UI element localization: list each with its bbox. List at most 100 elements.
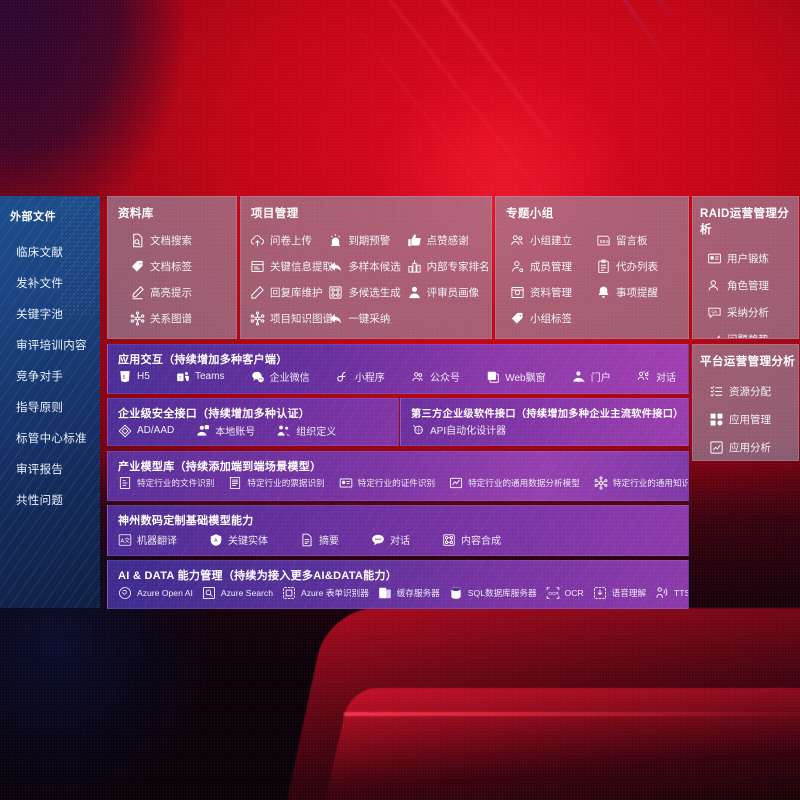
panel-platform-title: 平台运营管理分析 bbox=[700, 356, 796, 368]
wechat-work-icon bbox=[251, 371, 264, 382]
sidebar-item-common-issues[interactable]: 共性问题 bbox=[16, 495, 64, 507]
panel-platform-analysis: 平台运营管理分析 资源分配 应用管理 应用分析 bbox=[692, 344, 799, 461]
app-item-label: 对话 bbox=[655, 373, 676, 384]
panel-platform-items: 资源分配 应用管理 应用分析 bbox=[693, 369, 798, 460]
ai-item-azure-search[interactable]: Azure Search bbox=[202, 586, 273, 600]
sidebar-item-competitors[interactable]: 竞争对手 bbox=[16, 371, 64, 383]
project-item-label: 问卷上传 bbox=[270, 234, 312, 247]
library-item-label: 关系图谱 bbox=[150, 312, 192, 325]
library-item-doc-tag[interactable]: 文档标签 bbox=[130, 253, 230, 279]
platform-item-app-management[interactable]: 应用管理 bbox=[709, 405, 792, 433]
model-item-data-analysis[interactable]: 特定行业的通用数据分析模型 bbox=[449, 476, 580, 490]
raid-item-label: 采纳分析 bbox=[727, 307, 769, 319]
platform-item-resource-allocation[interactable]: 资源分配 bbox=[709, 377, 792, 405]
ai-item-sql-database-server[interactable]: SQL数据库服务器 bbox=[449, 586, 537, 600]
group-item-member-management[interactable]: 成员管理 bbox=[510, 253, 596, 279]
project-item-survey-upload[interactable]: 问卷上传 bbox=[250, 227, 328, 253]
sidebar-item-clinical-literature[interactable]: 临床文献 bbox=[16, 247, 64, 259]
project-item-one-click-adopt[interactable]: 一键采纳 bbox=[328, 305, 406, 331]
security-item-label: 组织定义 bbox=[296, 427, 337, 438]
sidebar-item-supplement-docs[interactable]: 发补文件 bbox=[16, 278, 64, 290]
ai-item-ocr[interactable]: OCR OCR bbox=[546, 586, 584, 600]
project-item-reviewer-profile[interactable]: 评审员画像 bbox=[407, 279, 485, 305]
app-item-web-float-window[interactable]: Web飘窗 bbox=[486, 369, 546, 384]
model-item-id-recognition[interactable]: 特定行业的证件识别 bbox=[339, 476, 435, 490]
group-item-message-board[interactable]: BBS 留言板 bbox=[596, 227, 682, 253]
security-item-org-define[interactable]: 组织定义 bbox=[277, 423, 336, 438]
project-item-expiry-alert[interactable]: 到期预警 bbox=[328, 227, 406, 253]
model-item-receipt-recognition[interactable]: 特定行业的票据识别 bbox=[228, 476, 325, 490]
panel-topic-group: 专题小组 小组建立 BBS 留言板 成员管理 代办列表 资料管理 bbox=[495, 196, 689, 339]
panel-library: 资料库 文档搜索 文档标签 高亮提示 关系图谱 文档分类 bbox=[107, 196, 237, 339]
app-item-portal[interactable]: 门户 bbox=[572, 369, 611, 384]
bar-industry-model-library: 产业模型库（持续添加端到端场景模型） 特定行业的文件识别 特定行业的票据识别 特… bbox=[107, 451, 689, 501]
project-item-key-info-extract[interactable]: 关键信息提取 bbox=[250, 253, 333, 279]
group-item-label: 事项提醒 bbox=[616, 286, 658, 299]
project-item-label: 多候选生成 bbox=[348, 286, 401, 299]
sql-database-icon bbox=[451, 587, 461, 599]
sidebar-item-standards-center[interactable]: 标管中心标准 bbox=[16, 433, 87, 445]
app-item-h5[interactable]: 5 H5 bbox=[118, 370, 150, 384]
base-item-dialog[interactable]: 对话 bbox=[371, 532, 410, 547]
panel-dot-texture bbox=[241, 197, 491, 338]
library-item-doc-search[interactable]: 文档搜索 bbox=[130, 227, 230, 253]
bar-dot-texture bbox=[108, 506, 688, 555]
app-item-wechat-work[interactable]: 企业微信 bbox=[251, 369, 310, 384]
library-item-relation-graph[interactable]: 关系图谱 bbox=[130, 305, 230, 331]
bar-third-party-title: 第三方企业级软件接口（持续增加多种企业主流软件接口） bbox=[411, 409, 684, 420]
app-item-dialog[interactable]: 对话 bbox=[637, 369, 676, 384]
raid-item-issue-trend[interactable]: 问题趋势 bbox=[707, 326, 792, 338]
base-item-summary[interactable]: 摘要 bbox=[300, 532, 339, 547]
project-item-multi-candidate-generate[interactable]: 多候选生成 bbox=[328, 279, 406, 305]
project-item-multi-sample-candidate[interactable]: 多样本候选 bbox=[328, 253, 406, 279]
group-item-material-management[interactable]: 资料管理 bbox=[510, 279, 596, 305]
bar-base-model-title: 神州数码定制基础模型能力 bbox=[118, 515, 254, 527]
security-item-ad-aad[interactable]: AD/AAD bbox=[118, 424, 174, 438]
library-item-doc-category[interactable]: 文档分类 bbox=[130, 331, 230, 338]
capability-map: 外部文件 临床文献 发补文件 关键字池 审评培训内容 竞争对手 指导原则 标管中… bbox=[0, 196, 800, 609]
sidebar-item-review-training[interactable]: 审评培训内容 bbox=[16, 340, 87, 352]
group-item-create-group[interactable]: 小组建立 bbox=[510, 227, 596, 253]
sidebar-item-guiding-principles[interactable]: 指导原则 bbox=[16, 402, 64, 414]
app-item-teams[interactable]: T Teams bbox=[176, 370, 224, 384]
base-item-key-entity[interactable]: A 关键实体 bbox=[209, 532, 268, 547]
panel-project-management: 项目管理 问卷上传 到期预警 点赞感谢 关键信息提取 多样本候选 bbox=[240, 196, 492, 339]
project-item-internal-expert-ranking[interactable]: 内部专家排名 bbox=[407, 253, 490, 279]
raid-item-user-training[interactable]: 用户锻炼 bbox=[707, 245, 792, 272]
ai-item-cache-server[interactable]: 缓存服务器 bbox=[378, 586, 440, 600]
app-item-official-account[interactable]: 公众号 bbox=[411, 369, 460, 384]
project-item-thanks-like[interactable]: 点赞感谢 bbox=[407, 227, 485, 253]
sidebar-item-review-report[interactable]: 审评报告 bbox=[16, 464, 64, 476]
third-party-item-api-designer[interactable]: API自动化设计器 bbox=[411, 422, 506, 437]
group-item-label: 留言板 bbox=[616, 234, 648, 247]
ai-item-form-recognizer[interactable]: Azure 表单识别器 bbox=[282, 586, 369, 600]
file-recognize-icon bbox=[119, 477, 131, 489]
platform-item-app-analysis[interactable]: 应用分析 bbox=[709, 433, 792, 460]
bbs-board-icon: BBS bbox=[597, 235, 610, 245]
app-item-mini-program[interactable]: 小程序 bbox=[336, 369, 385, 384]
sidebar: 外部文件 临床文献 发补文件 关键字池 审评培训内容 竞争对手 指导原则 标管中… bbox=[0, 196, 100, 608]
model-item-knowledge-graph[interactable]: 特定行业的通用知识图谱模型 bbox=[594, 476, 688, 490]
bar-security-items: AD/AAD 本地账号 组织定义 bbox=[108, 421, 398, 438]
base-item-machine-translation[interactable]: A文 机器翻译 bbox=[118, 532, 177, 547]
sidebar-item-keyword-pool[interactable]: 关键字池 bbox=[16, 309, 64, 321]
grid-nodes-icon bbox=[329, 285, 342, 299]
base-item-content-synthesis[interactable]: 内容合成 bbox=[442, 532, 501, 547]
security-item-local-account[interactable]: 本地账号 bbox=[196, 423, 255, 438]
web-float-window-icon bbox=[487, 371, 499, 383]
raid-item-role-management[interactable]: 角色管理 bbox=[707, 272, 792, 299]
raid-item-adoption-analysis[interactable]: QA 采纳分析 bbox=[707, 299, 792, 326]
ai-item-speech-understanding[interactable]: 语音理解 bbox=[593, 586, 646, 600]
group-item-event-reminder[interactable]: 事项提醒 bbox=[596, 279, 682, 305]
ai-item-azure-openai[interactable]: Azure Open AI bbox=[118, 586, 193, 600]
bar-hatch-texture bbox=[108, 452, 688, 500]
project-item-reply-library[interactable]: 回复库维护 bbox=[250, 279, 328, 305]
project-item-knowledge-graph[interactable]: 项目知识图谱 bbox=[250, 305, 333, 331]
model-item-file-recognition[interactable]: 特定行业的文件识别 bbox=[118, 476, 214, 490]
group-item-group-tag[interactable]: 小组标签 bbox=[510, 305, 596, 331]
archive-box-icon bbox=[511, 286, 524, 298]
ai-item-tts[interactable]: TTS bbox=[655, 586, 688, 600]
api-gear-icon bbox=[413, 424, 423, 434]
group-item-todo-list[interactable]: 代办列表 bbox=[596, 253, 682, 279]
library-item-highlight[interactable]: 高亮提示 bbox=[130, 279, 230, 305]
